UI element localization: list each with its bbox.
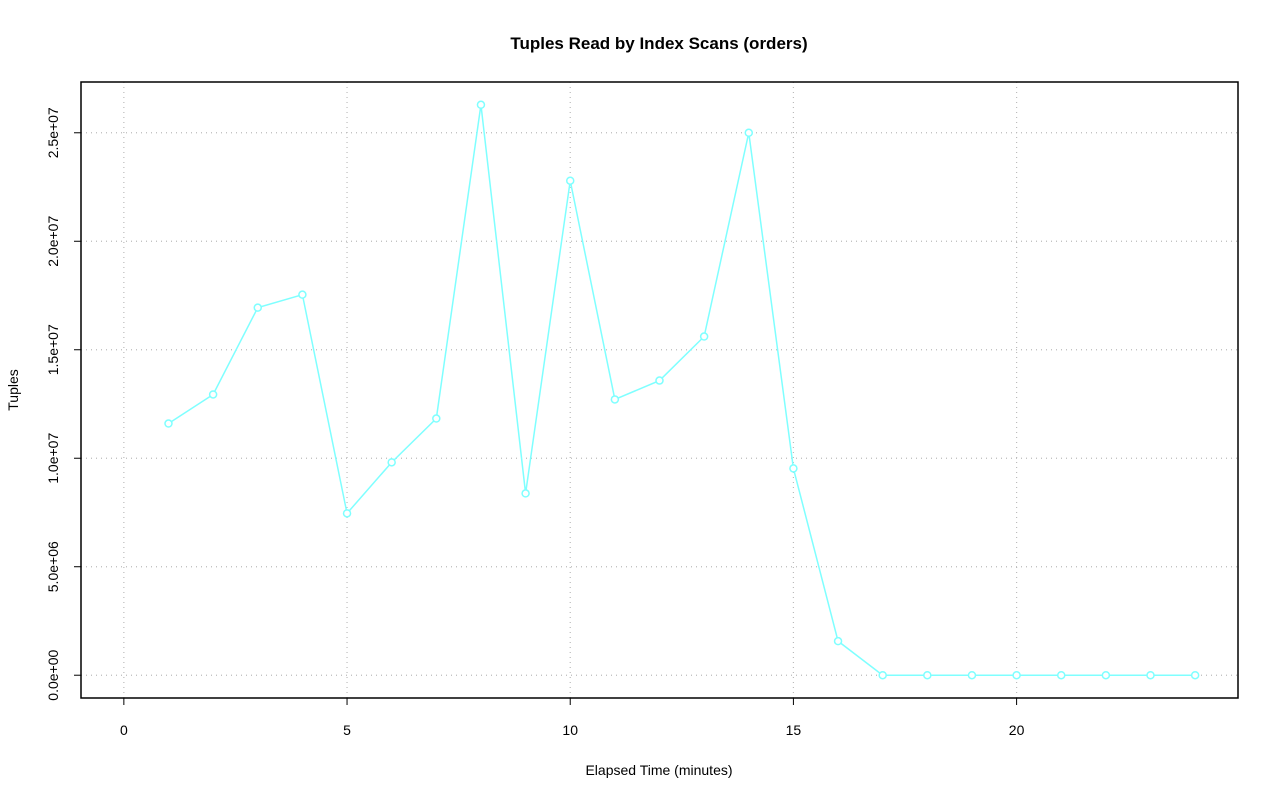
data-point — [1146, 670, 1155, 680]
data-point — [789, 464, 798, 473]
data-point — [164, 419, 173, 428]
data-point — [1190, 670, 1200, 680]
data-point — [298, 290, 307, 299]
y-tick-label: 2.0e+07 — [45, 216, 61, 267]
data-point — [1056, 670, 1066, 680]
y-tick-label: 2.5e+07 — [45, 107, 61, 158]
x-tick-label: 10 — [562, 722, 578, 738]
data-point — [699, 332, 709, 341]
data-point — [967, 670, 977, 680]
data-point — [655, 376, 664, 385]
data-point — [521, 489, 530, 498]
data-point — [432, 414, 441, 423]
x-tick-label: 0 — [120, 722, 128, 738]
x-tick-label: 20 — [1009, 722, 1025, 738]
data-point — [833, 636, 843, 646]
data-point — [208, 390, 218, 399]
data-point — [878, 670, 887, 680]
plot-frame — [80, 81, 1239, 699]
data-point — [923, 670, 932, 680]
data-point — [387, 458, 396, 467]
data-point — [744, 128, 754, 138]
y-tick-label: 1.5e+07 — [45, 324, 61, 375]
series-line — [168, 104, 1196, 676]
data-point — [565, 176, 575, 185]
chart-title: Tuples Read by Index Scans (orders) — [510, 34, 807, 53]
x-axis-label: Elapsed Time (minutes) — [585, 762, 732, 778]
y-tick-label: 1.0e+07 — [45, 433, 61, 484]
data-point — [1012, 670, 1021, 680]
data-point — [476, 100, 486, 110]
plot-area — [164, 100, 1200, 680]
data-point — [1101, 670, 1111, 680]
data-point — [610, 395, 620, 404]
y-tick-label: 0.0e+00 — [45, 650, 61, 701]
x-tick-label: 5 — [343, 722, 351, 738]
y-tick-label: 5.0e+06 — [45, 541, 61, 592]
data-point — [342, 509, 352, 518]
x-tick-label: 15 — [786, 722, 802, 738]
y-axis-label: Tuples — [5, 369, 21, 411]
data-point — [253, 303, 263, 312]
